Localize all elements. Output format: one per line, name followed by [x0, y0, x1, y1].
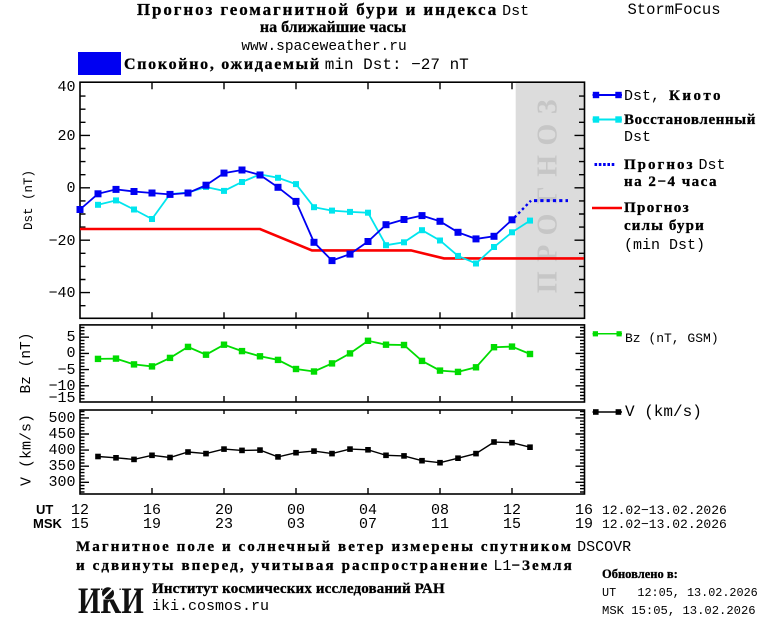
svg-text:ПРОГНОЗ: ПРОГНОЗ [533, 90, 564, 293]
